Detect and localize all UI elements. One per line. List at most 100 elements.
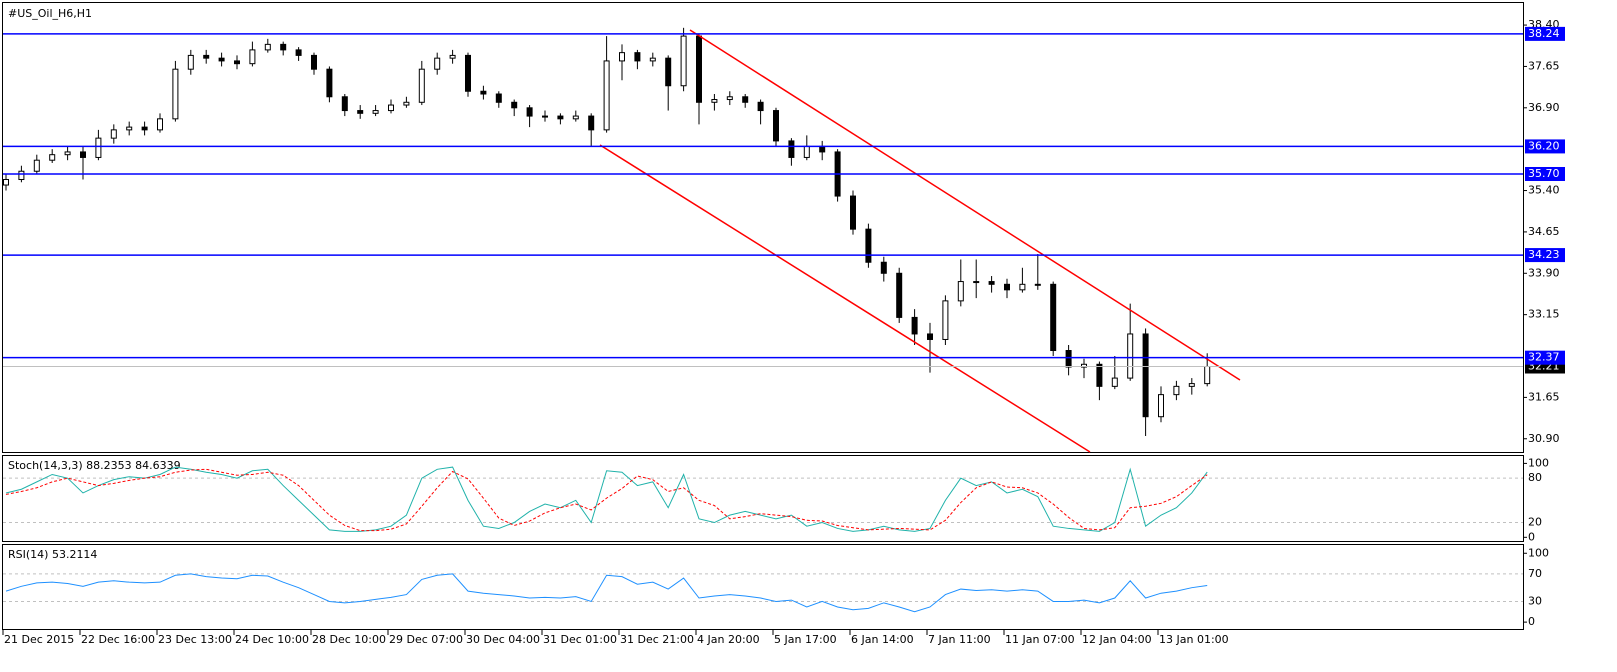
level-label-box [1525,248,1565,263]
candle-body [880,261,887,274]
candle-body [480,90,487,95]
candle-body [64,151,71,156]
level-label: 35.70 [1528,167,1560,180]
candle-body [3,179,9,186]
candle-body [495,93,502,103]
candle-body [1004,283,1010,291]
candle-body [557,115,564,120]
level-label: 36.20 [1528,139,1560,152]
candle-body [803,145,810,158]
candle-body [157,118,163,131]
x-tick-label: 29 Dec 07:00 [389,633,463,646]
indicator-line [5,466,1208,532]
candle-body [1065,350,1072,368]
level-label: 34.23 [1528,248,1560,261]
x-tick-label: 6 Jan 14:00 [851,633,914,646]
candle-body [711,99,718,103]
x-tick-label: 28 Dec 10:00 [312,633,386,646]
candle-body [511,101,518,109]
candle-body [896,272,903,318]
candle-body [1127,333,1134,379]
candle-body [726,96,733,101]
candle-body [1096,363,1103,387]
y-tick-label: 30 [1528,594,1542,607]
x-tick-label: 5 Jan 17:00 [774,633,837,646]
candle-body [680,35,687,87]
candle-body [326,68,333,98]
candle-body [742,96,749,103]
level-label-box [1525,166,1565,181]
candle-body [203,54,210,59]
channel-upper [689,29,1241,381]
candle-body [49,154,56,161]
candle-body [850,195,856,230]
x-tick-label: 7 Jan 11:00 [928,633,991,646]
candle-body [249,49,256,65]
y-tick-label: 100 [1528,456,1549,469]
candle-body [1034,283,1041,286]
y-tick-label: 100 [1528,546,1549,559]
x-tick-label: 12 Jan 04:00 [1082,633,1152,646]
level-label-box [1525,350,1565,365]
candle-body [588,115,595,131]
candle-body [1111,377,1118,387]
candle-body [665,57,672,87]
candle-body [942,300,949,340]
candle-body [526,107,533,117]
candle-body [33,159,40,172]
indicator-line [5,573,1208,613]
y-tick-label: 36.90 [1528,101,1560,114]
y-tick-label: 20 [1528,516,1542,529]
candle-body [696,35,702,103]
x-tick-label: 22 Dec 16:00 [81,633,155,646]
candle-body [603,60,610,131]
candle-body [341,96,348,112]
level-label-box [1525,26,1565,41]
x-tick-label: 30 Dec 04:00 [466,633,540,646]
candle-body [988,281,995,285]
y-tick-label: 34.65 [1528,225,1560,238]
candle-body [126,126,133,131]
y-tick-label: 30.90 [1528,432,1560,445]
candle-body [418,68,425,103]
candle-body [295,49,302,56]
price-panel [2,2,1524,453]
candle-body [1204,366,1211,385]
indicator-line [5,468,1208,532]
candle-body [865,228,872,263]
candle-body [619,52,625,62]
plot [3,27,1211,437]
candle-body [264,43,271,51]
y-tick-label: 70 [1528,567,1542,580]
y-tick-label: 37.65 [1528,59,1560,72]
rsi-title: RSI(14) 53.2114 [8,548,97,561]
level-label-box [1525,139,1565,154]
candle-body [819,145,826,153]
candle-body [757,101,764,112]
candle-body [434,57,441,70]
candle-body [1173,385,1180,396]
candle-body [1019,283,1026,291]
candle-body [634,52,641,62]
candle-body [449,54,456,59]
rsi-panel [2,544,1524,630]
candle-body [649,57,656,62]
y-tick-label: 0 [1528,615,1535,628]
channel-lower [599,144,1091,453]
candle-body [80,151,86,158]
candle-body [280,43,287,51]
x-tick-label: 31 Dec 21:00 [620,633,694,646]
candle-body [542,115,548,118]
candle-body [403,101,410,106]
y-tick-label: 80 [1528,471,1542,484]
candle-body [110,129,117,139]
x-tick-label: 31 Dec 01:00 [543,633,617,646]
x-tick-label: 4 Jan 20:00 [697,633,760,646]
candle-body [911,316,918,335]
y-tick-label: 33.15 [1528,308,1560,321]
stoch-title: Stoch(14,3,3) 88.2353 84.6339 [8,459,181,472]
x-tick-label: 11 Jan 07:00 [1005,633,1075,646]
candle-body [465,54,471,92]
